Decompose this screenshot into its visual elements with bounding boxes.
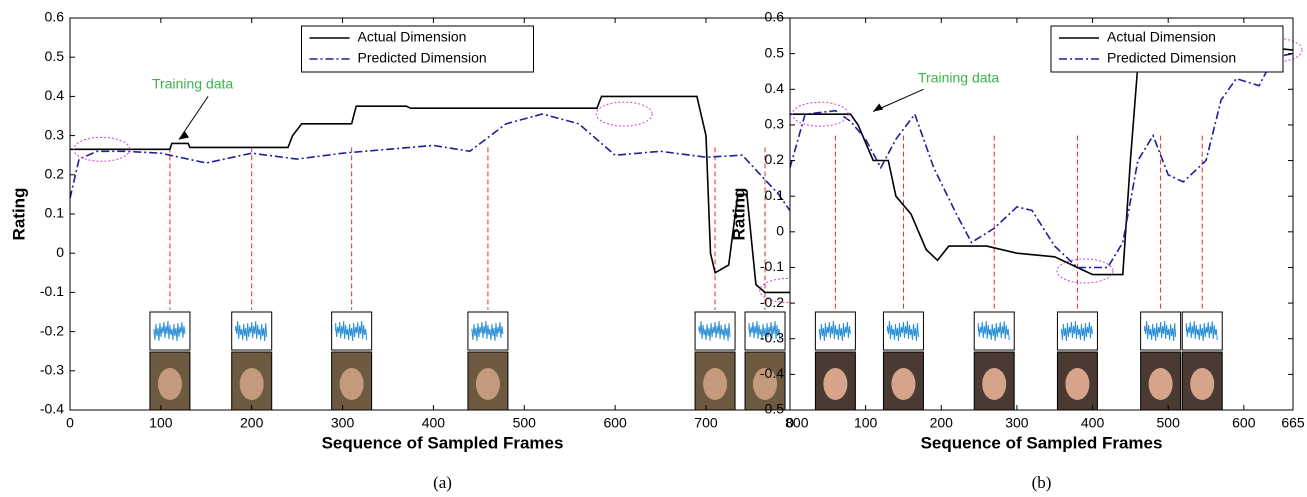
y-tick-label: 0.2 — [45, 166, 65, 182]
face-thumb — [149, 351, 191, 411]
y-tick-label: -0.1 — [40, 283, 64, 299]
annotation-arrow — [178, 96, 209, 140]
plot-area — [70, 18, 815, 410]
x-axis-label: Sequence of Sampled Frames — [322, 433, 564, 452]
x-tick-label: 500 — [1157, 415, 1181, 431]
highlight — [1056, 258, 1114, 284]
waveform — [1185, 320, 1218, 342]
waveform — [235, 320, 268, 342]
y-tick-label: -0.4 — [760, 365, 784, 381]
x-tick-label: 200 — [240, 415, 264, 431]
face — [157, 368, 182, 400]
x-tick-label: 0 — [786, 415, 794, 431]
series-line — [789, 52, 1294, 269]
y-tick-label: 0.5 — [765, 44, 785, 60]
waveform — [748, 320, 781, 342]
y-tick-label: -0.2 — [40, 322, 64, 338]
face — [891, 368, 916, 400]
x-tick-label: 300 — [331, 415, 355, 431]
waveform — [335, 320, 368, 342]
face — [475, 368, 500, 400]
y-tick-label: 0.1 — [45, 205, 65, 221]
waveform — [818, 320, 851, 342]
x-tick-label: 800 — [785, 415, 809, 431]
legend-label: Predicted Dimension — [1107, 50, 1236, 66]
y-tick-label: 0.3 — [765, 116, 785, 132]
x-tick-label: 600 — [603, 415, 627, 431]
x-tick-label: 300 — [1005, 415, 1029, 431]
y-tick-label: 0.6 — [765, 9, 785, 25]
waveform — [1144, 320, 1177, 342]
highlight — [791, 101, 849, 127]
face — [1190, 368, 1215, 400]
waveform — [698, 320, 731, 342]
highlight — [73, 136, 131, 162]
annotation: Training data — [152, 75, 233, 91]
y-tick-label: 0.3 — [45, 126, 65, 142]
x-tick-label: 200 — [930, 415, 954, 431]
face — [239, 368, 264, 400]
face — [1065, 368, 1090, 400]
x-tick-label: 700 — [694, 415, 718, 431]
panel: -0.5 -0.4 -0.3 -0.2 -0.1 0 0.1 0.2 0.3 0.4 0.5 0.6 0… — [729, 9, 1304, 492]
plot-area — [790, 18, 1293, 410]
waveform — [886, 320, 919, 342]
x-axis-label: Sequence of Sampled Frames — [921, 433, 1163, 452]
face — [753, 368, 778, 400]
waveform — [1060, 320, 1093, 342]
waveform — [153, 320, 186, 342]
series-line — [69, 113, 816, 266]
waveform — [471, 320, 504, 342]
x-tick-label: 665 — [1281, 415, 1305, 431]
face — [1148, 368, 1173, 400]
legend-box — [301, 25, 534, 73]
legend-label: Predicted Dimension — [358, 50, 487, 66]
highlight — [595, 101, 653, 127]
y-tick-label: 0.5 — [45, 48, 65, 64]
x-tick-label: 0 — [66, 415, 74, 431]
y-tick-label: 0 — [56, 244, 64, 260]
arrow-head — [179, 131, 190, 140]
y-tick-label: 0.6 — [45, 9, 65, 25]
x-tick-label: 100 — [854, 415, 878, 431]
y-tick-label: 0 — [776, 223, 784, 239]
x-tick-label: 400 — [1081, 415, 1105, 431]
arrow-head — [873, 103, 884, 112]
series-line — [70, 95, 815, 294]
y-tick-label: 0.1 — [765, 187, 785, 203]
x-tick-label: 400 — [422, 415, 446, 431]
panel: -0.4 -0.3 -0.2 -0.1 0 0.1 0.2 0.3 0.4 0.5 0.6 0 100 2… — [9, 9, 817, 492]
y-axis-label: Rating — [9, 188, 28, 241]
y-tick-label: 0.4 — [765, 80, 785, 96]
legend-label: Actual Dimension — [358, 29, 467, 45]
y-tick-label: -0.2 — [760, 294, 784, 310]
face — [823, 368, 848, 400]
face — [703, 368, 728, 400]
y-tick-label: -0.4 — [40, 401, 64, 417]
x-tick-label: 100 — [149, 415, 173, 431]
legend-box — [1050, 25, 1284, 73]
y-tick-label: 0.4 — [45, 87, 65, 103]
waveform — [977, 320, 1010, 342]
caption: (a) — [433, 473, 452, 492]
y-tick-label: -0.3 — [760, 329, 784, 345]
annotation: Training data — [918, 69, 999, 85]
y-tick-label: 0.2 — [765, 151, 785, 167]
y-tick-label: -0.5 — [760, 401, 784, 417]
y-tick-label: -0.3 — [40, 362, 64, 378]
y-axis-label: Rating — [729, 188, 748, 241]
x-tick-label: 500 — [513, 415, 537, 431]
y-tick-label: -0.1 — [760, 258, 784, 274]
caption: (b) — [1032, 473, 1052, 492]
legend-label: Actual Dimension — [1107, 29, 1216, 45]
face — [982, 368, 1007, 400]
x-tick-label: 600 — [1232, 415, 1256, 431]
face — [339, 368, 364, 400]
axes-box — [789, 17, 1294, 411]
